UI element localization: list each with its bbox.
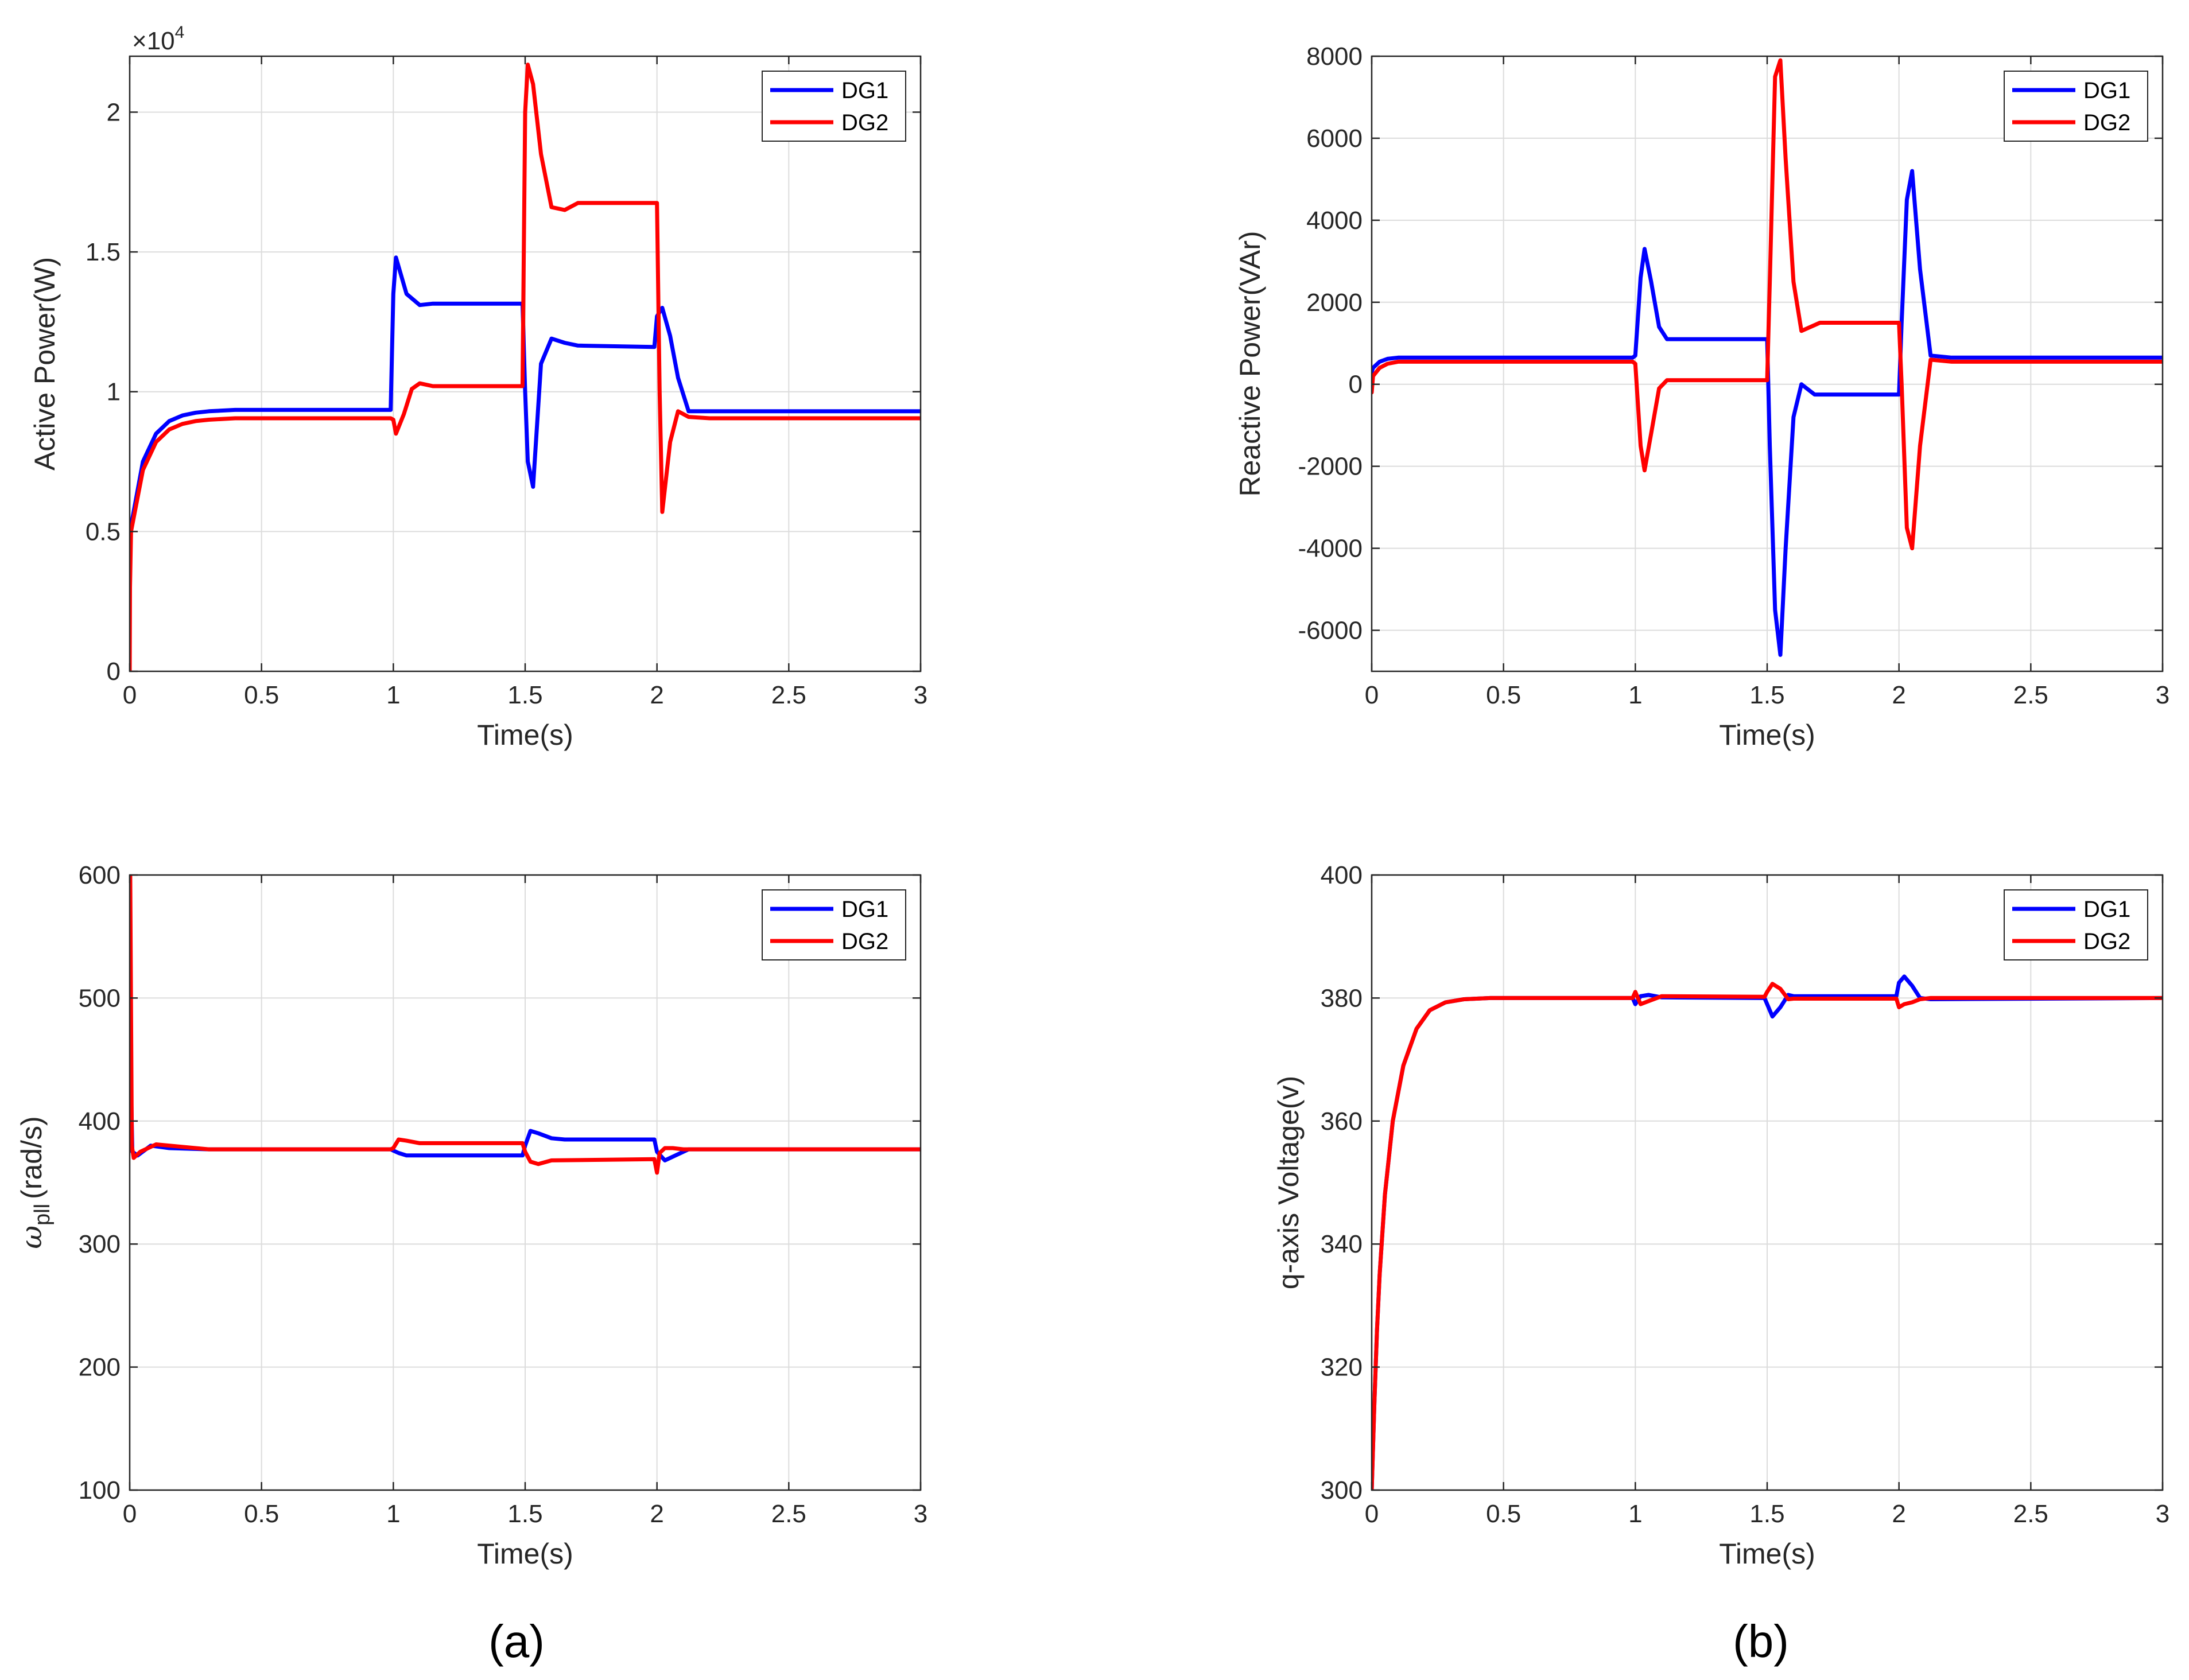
omega-x-axis-label: Time(s) xyxy=(477,1538,573,1570)
active-xtick-label: 2 xyxy=(650,681,663,709)
active-series-dg1 xyxy=(130,255,921,534)
omega-legend-label-dg2: DG2 xyxy=(841,929,888,954)
voltage-y-axis-label: q-axis Voltage(v) xyxy=(1272,1076,1305,1289)
reactive-ytick-label: 6000 xyxy=(1306,125,1363,153)
omega-chart: 0 0.5 1 1.5 2 2.5 3 100 200 300 400 500 600 Time(s) ωp… xyxy=(15,861,927,1570)
omega-legend-label-dg1: DG1 xyxy=(841,897,888,922)
omega-xtick-label: 0.5 xyxy=(244,1500,279,1528)
active-xtick-label: 3 xyxy=(914,681,927,709)
voltage-legend-box xyxy=(2004,889,2148,960)
active-exponent-label: ×104 xyxy=(132,23,184,55)
reactive-series-dg1 xyxy=(1372,169,2163,657)
reactive-legend-box xyxy=(2004,71,2148,142)
active-ytick-label: 1.5 xyxy=(86,238,121,266)
omega-series-dg2 xyxy=(130,875,921,1175)
reactive-ytick-label: 0 xyxy=(1349,371,1363,399)
voltage-ytick-label: 300 xyxy=(1321,1476,1363,1504)
reactive-ytick-label: 2000 xyxy=(1306,289,1363,317)
active-xtick-label: 1 xyxy=(386,681,400,709)
reactive-ytick-label: 4000 xyxy=(1306,207,1363,235)
omega-ytick-label: 200 xyxy=(79,1354,121,1382)
voltage-xtick-label: 3 xyxy=(2156,1500,2169,1528)
active-xtick-label: 0 xyxy=(123,681,137,709)
active-chart: 0 0.5 1 1.5 2 2.5 3 0 0.5 1 1.5 2 Time(s) Active Powe… xyxy=(29,23,927,751)
voltage-ytick-label: 380 xyxy=(1321,984,1363,1012)
omega-y-axis-label: ωpll (rad/s) xyxy=(15,1116,55,1249)
reactive-xtick-label: 2.5 xyxy=(2013,681,2048,709)
voltage-xtick-label: 1 xyxy=(1628,1500,1642,1528)
omega-ylabel-units: (rad/s) xyxy=(15,1116,48,1199)
reactive-series-dg2 xyxy=(1372,58,2163,551)
reactive-y-axis-label: Reactive Power(VAr) xyxy=(1234,231,1266,496)
reactive-legend-label-dg1: DG1 xyxy=(2083,78,2130,103)
active-xtick-label: 0.5 xyxy=(244,681,279,709)
active-xtick-label: 2.5 xyxy=(771,681,806,709)
reactive-ytick-label: -6000 xyxy=(1298,617,1363,645)
voltage-xtick-label: 0 xyxy=(1365,1500,1379,1528)
active-y-axis-label: Active Power(W) xyxy=(29,257,61,470)
omega-xtick-label: 0 xyxy=(123,1500,137,1528)
omega-ylabel-symbol: ω xyxy=(15,1226,48,1249)
reactive-xtick-label: 0 xyxy=(1365,681,1379,709)
voltage-xtick-label: 1.5 xyxy=(1749,1500,1784,1528)
omega-ytick-label: 400 xyxy=(79,1107,121,1135)
reactive-xtick-label: 2 xyxy=(1892,681,1905,709)
reactive-ytick-label: -2000 xyxy=(1298,453,1363,481)
reactive-ytick-label: -4000 xyxy=(1298,535,1363,563)
active-x-axis-label: Time(s) xyxy=(477,719,573,751)
omega-legend-box xyxy=(762,889,906,960)
reactive-x-axis-label: Time(s) xyxy=(1719,719,1815,751)
voltage-ytick-label: 340 xyxy=(1321,1230,1363,1258)
panels: 0 0.5 1 1.5 2 2.5 3 0 0.5 1 1.5 2 Time(s) Active Powe… xyxy=(15,23,2169,1570)
voltage-chart: 0 0.5 1 1.5 2 2.5 3 300 320 340 360 380 400 Time(s) q-… xyxy=(1272,861,2169,1570)
voltage-series-dg2 xyxy=(1372,982,2163,1490)
omega-ytick-label: 300 xyxy=(79,1230,121,1258)
voltage-xtick-label: 2 xyxy=(1892,1500,1905,1528)
omega-xtick-label: 3 xyxy=(914,1500,927,1528)
reactive-xtick-label: 0.5 xyxy=(1486,681,1521,709)
active-ytick-label: 1 xyxy=(107,378,121,406)
active-xtick-label: 1.5 xyxy=(507,681,542,709)
voltage-legend-label-dg2: DG2 xyxy=(2083,929,2130,954)
omega-ylabel-subscript: pll xyxy=(30,1204,55,1226)
reactive-xtick-label: 3 xyxy=(2156,681,2169,709)
reactive-legend-label-dg2: DG2 xyxy=(2083,110,2130,135)
active-legend-box xyxy=(762,71,906,142)
voltage-xtick-label: 2.5 xyxy=(2013,1500,2048,1528)
omega-xtick-label: 2 xyxy=(650,1500,663,1528)
voltage-ytick-label: 320 xyxy=(1321,1354,1363,1382)
reactive-chart: 0 0.5 1 1.5 2 2.5 3 -6000 -4000 -2000 0 2000 4000 600… xyxy=(1234,42,2169,751)
voltage-xtick-label: 0.5 xyxy=(1486,1500,1521,1528)
caption-a: (a) xyxy=(488,1616,545,1667)
voltage-ytick-label: 360 xyxy=(1321,1107,1363,1135)
omega-ytick-label: 600 xyxy=(79,861,121,889)
voltage-ytick-label: 400 xyxy=(1321,861,1363,889)
active-ytick-label: 0.5 xyxy=(86,518,121,546)
voltage-legend-label-dg1: DG1 xyxy=(2083,897,2130,922)
omega-xtick-label: 1 xyxy=(386,1500,400,1528)
caption-b: (b) xyxy=(1733,1616,1789,1667)
reactive-xtick-label: 1 xyxy=(1628,681,1642,709)
omega-ytick-label: 500 xyxy=(79,984,121,1012)
active-ytick-label: 0 xyxy=(107,658,121,686)
voltage-x-axis-label: Time(s) xyxy=(1719,1538,1815,1570)
active-legend-label-dg1: DG1 xyxy=(841,78,888,103)
reactive-ytick-label: 8000 xyxy=(1306,42,1363,71)
omega-ytick-label: 100 xyxy=(79,1476,121,1504)
active-legend-label-dg2: DG2 xyxy=(841,110,888,135)
active-series-dg2 xyxy=(130,63,921,671)
omega-xtick-label: 2.5 xyxy=(771,1500,806,1528)
active-ytick-label: 2 xyxy=(107,98,121,126)
active-exponent-base: ×10 xyxy=(132,27,175,55)
active-exponent-power: 4 xyxy=(175,23,185,42)
omega-xtick-label: 1.5 xyxy=(507,1500,542,1528)
reactive-xtick-label: 1.5 xyxy=(1749,681,1784,709)
